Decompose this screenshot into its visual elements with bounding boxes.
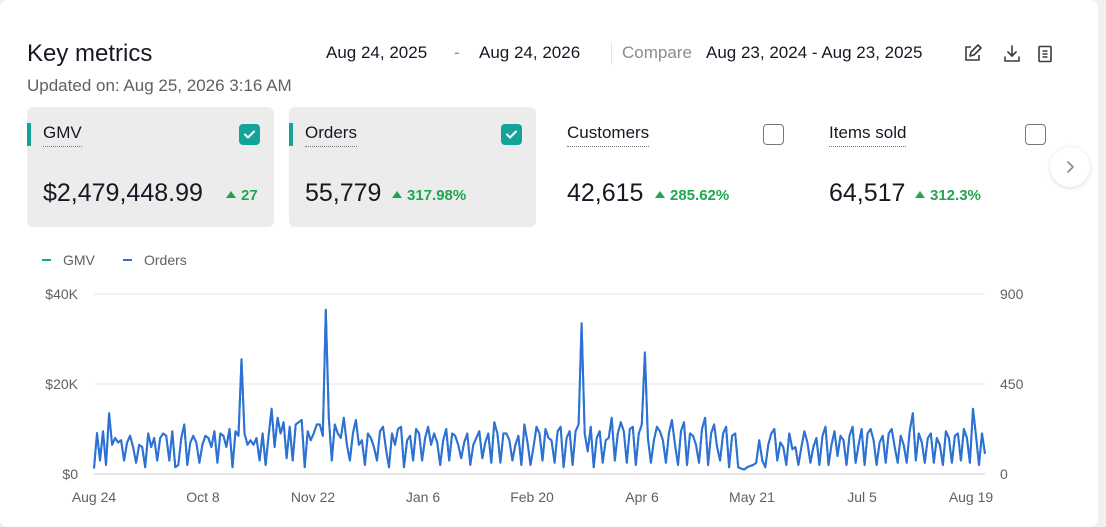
metric-checkbox-customers[interactable] — [763, 124, 784, 145]
date-range-separator: - — [454, 43, 460, 62]
metric-card-gmv[interactable]: GMV $2,479,448.99 27 — [27, 107, 274, 227]
metric-change-value: 27 — [241, 187, 258, 204]
series-line-orders — [93, 308, 986, 471]
metric-change-value: 285.62% — [670, 187, 730, 204]
x-tick-label: Feb 20 — [510, 489, 554, 505]
x-tick-label: Aug 19 — [949, 489, 994, 505]
metric-change-customers: 285.62% — [655, 187, 729, 204]
report-icon[interactable] — [1035, 44, 1055, 64]
divider — [611, 43, 612, 65]
metric-accent-bar — [27, 123, 31, 146]
legend-item-orders[interactable]: Orders — [123, 252, 187, 268]
metric-change-value: 317.98% — [407, 187, 467, 204]
x-tick-label: Nov 22 — [291, 489, 336, 505]
metric-card-customers[interactable]: Customers 42,615 285.62% — [551, 107, 798, 227]
y-left-tick-label: $0 — [62, 466, 78, 482]
trend-up-icon — [915, 191, 925, 198]
metric-label-items-sold: Items sold — [829, 123, 907, 147]
x-tick-label: Aug 24 — [72, 489, 117, 505]
trend-up-icon — [226, 191, 236, 198]
x-tick-label: May 21 — [729, 489, 775, 505]
metric-checkbox-gmv[interactable] — [239, 124, 260, 145]
y-right-tick-label: 0 — [1000, 466, 1008, 482]
metric-change-value: 312.3% — [930, 187, 981, 204]
line-chart[interactable]: $0 0 $20K 450 $40K 900 Aug 24 Oct 8 Nov 22 Jan 6 F… — [0, 280, 1098, 510]
metric-change-gmv: 27 — [226, 187, 258, 204]
metric-label-orders: Orders — [305, 123, 357, 147]
metric-value-customers: 42,615 — [567, 179, 644, 207]
edit-icon[interactable] — [962, 44, 982, 64]
legend-label-gmv: GMV — [63, 252, 95, 268]
date-range-end[interactable]: Aug 24, 2026 — [479, 43, 581, 62]
metric-checkbox-items-sold[interactable] — [1025, 124, 1046, 145]
legend-item-gmv[interactable]: GMV — [42, 252, 95, 268]
trend-up-icon — [392, 191, 402, 198]
y-right-tick-label: 450 — [1000, 376, 1024, 392]
next-metrics-button[interactable] — [1050, 147, 1090, 187]
legend-swatch-orders — [123, 259, 132, 261]
legend-swatch-gmv — [42, 259, 51, 261]
trend-up-icon — [655, 191, 665, 198]
updated-timestamp: Updated on: Aug 25, 2026 3:16 AM — [27, 76, 292, 95]
metric-accent-bar — [289, 123, 293, 146]
y-left-tick-label: $20K — [45, 376, 78, 392]
metric-label-gmv: GMV — [43, 123, 82, 147]
metric-value-gmv: $2,479,448.99 — [43, 179, 203, 207]
date-range-start[interactable]: Aug 24, 2025 — [326, 43, 428, 62]
download-icon[interactable] — [1002, 44, 1022, 64]
compare-range[interactable]: Aug 23, 2024 - Aug 23, 2025 — [706, 43, 923, 62]
page-title: Key metrics — [27, 40, 153, 67]
x-tick-label: Jul 5 — [847, 489, 877, 505]
metric-card-items-sold[interactable]: Items sold 64,517 312.3% — [813, 107, 1060, 227]
y-right-tick-label: 900 — [1000, 286, 1024, 302]
compare-label: Compare — [622, 43, 692, 62]
metric-value-items-sold: 64,517 — [829, 179, 906, 207]
x-tick-label: Apr 6 — [625, 489, 659, 505]
legend-label-orders: Orders — [144, 252, 187, 268]
metric-value-orders: 55,779 — [305, 179, 382, 207]
chevron-right-icon — [1067, 161, 1074, 173]
metric-checkbox-orders[interactable] — [501, 124, 522, 145]
metric-label-customers: Customers — [567, 123, 650, 147]
metric-card-orders[interactable]: Orders 55,779 317.98% — [289, 107, 536, 227]
metric-change-orders: 317.98% — [392, 187, 466, 204]
y-left-tick-label: $40K — [45, 286, 78, 302]
x-tick-label: Oct 8 — [186, 489, 220, 505]
metric-change-items-sold: 312.3% — [915, 187, 981, 204]
x-tick-label: Jan 6 — [406, 489, 440, 505]
